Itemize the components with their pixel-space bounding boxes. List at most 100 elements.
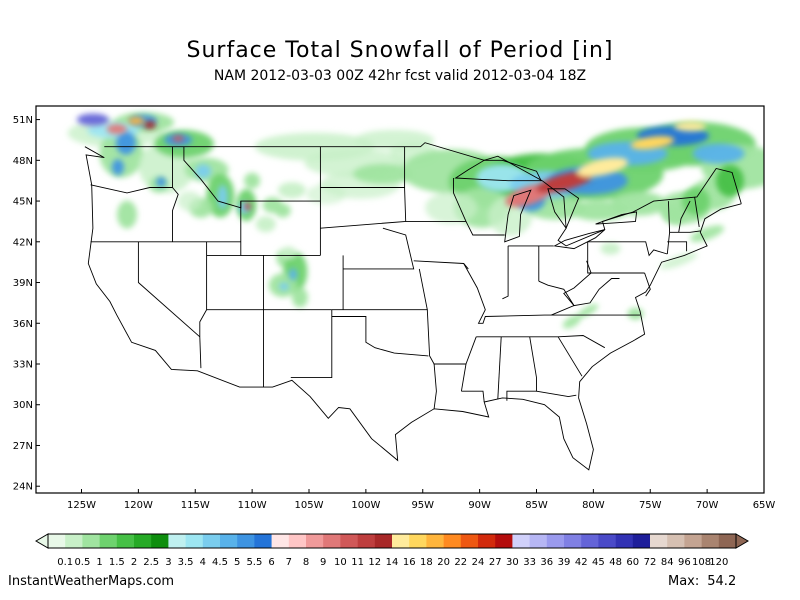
colorbar-swatch xyxy=(151,534,169,548)
colorbar-swatch xyxy=(632,534,651,548)
state-line xyxy=(538,280,575,316)
colorbar-swatch xyxy=(340,534,358,548)
lat-tick-label: 33N xyxy=(13,360,33,371)
colorbar-swatch xyxy=(323,534,341,548)
max-value: 54.2 xyxy=(707,574,737,589)
lon-tick-label: 115W xyxy=(181,500,210,511)
state-line xyxy=(405,220,505,236)
colorbar-label: 14 xyxy=(386,557,399,568)
state-line xyxy=(183,146,321,209)
colorbar-label: 84 xyxy=(661,557,674,568)
colorbar-swatch xyxy=(392,534,410,548)
state-line xyxy=(497,336,502,400)
colorbar-label: 2.5 xyxy=(143,557,159,568)
colorbar-swatch xyxy=(460,534,479,548)
colorbar-label: 33 xyxy=(523,557,536,568)
colorbar-swatch xyxy=(564,534,582,548)
state-line xyxy=(331,316,429,357)
colorbar-swatch xyxy=(99,534,118,548)
colorbar-label: 5.5 xyxy=(246,557,262,568)
lon-tick-label: 95W xyxy=(411,500,434,511)
colorbar-swatch xyxy=(220,534,238,548)
colorbar-label: 45 xyxy=(592,557,605,568)
colorbar-swatch xyxy=(667,534,685,548)
coastline xyxy=(84,146,742,471)
snow-area-appalachians xyxy=(562,225,725,329)
colorbar-swatch xyxy=(168,534,186,548)
colorbar-label: 16 xyxy=(403,557,416,568)
colorbar-label: 96 xyxy=(678,557,691,568)
colorbar-label: 60 xyxy=(626,557,639,568)
lon-tick-label: 105W xyxy=(295,500,324,511)
colorbar-label: 27 xyxy=(489,557,502,568)
colorbar-label: 2 xyxy=(131,557,137,568)
state-line xyxy=(694,196,700,227)
lon-tick-label: 120W xyxy=(124,500,153,511)
colorbar-label: 5 xyxy=(234,557,240,568)
lat-tick-label: 48N xyxy=(13,156,33,167)
state-line xyxy=(587,241,645,274)
lon-tick-label: 85W xyxy=(525,500,548,511)
max-readout: Max: 54.2 xyxy=(668,574,736,589)
lon-tick-label: 125W xyxy=(67,500,96,511)
state-line xyxy=(667,241,688,252)
lat-tick-label: 51N xyxy=(13,115,33,126)
colorbar-label: 0.5 xyxy=(74,557,90,568)
colorbar-swatch xyxy=(529,534,548,548)
state-line xyxy=(502,245,509,300)
colorbar-swatch xyxy=(443,534,462,548)
source-credit[interactable]: InstantWeatherMaps.com xyxy=(8,574,175,589)
colorbar-swatch xyxy=(288,534,307,548)
lon-tick-label: 65W xyxy=(753,500,776,511)
colorbar-high-arrow xyxy=(735,533,749,549)
colorbar-label: 39 xyxy=(558,557,571,568)
colorbar-label: 108 xyxy=(692,557,711,568)
snow-area-colorado-mid xyxy=(279,268,298,291)
lat-tick-label: 36N xyxy=(13,319,33,330)
colorbar-label: 24 xyxy=(472,557,485,568)
colorbar-label: 12 xyxy=(368,557,381,568)
state-line xyxy=(461,390,485,403)
colorbar-swatch xyxy=(65,534,83,548)
map-subtitle: NAM 2012-03-03 00Z 42hr fcst valid 2012-… xyxy=(213,68,587,84)
colorbar-label: 3.5 xyxy=(178,557,194,568)
colorbar-swatch xyxy=(374,534,393,548)
state-line xyxy=(557,336,583,377)
state-line xyxy=(172,146,179,242)
lat-tick-label: 39N xyxy=(13,278,33,289)
colorbar-swatch xyxy=(237,534,255,548)
colorbar-swatch xyxy=(426,534,444,548)
colorbar-swatch xyxy=(271,534,290,548)
colorbar-label: 8 xyxy=(303,557,309,568)
colorbar-swatch xyxy=(409,534,427,548)
lake-erie xyxy=(553,229,606,250)
colorbar-swatch xyxy=(650,534,668,548)
colorbar-swatch xyxy=(701,534,720,548)
colorbar-swatch xyxy=(202,534,221,548)
state-line xyxy=(678,200,691,233)
colorbar-label: 6 xyxy=(268,557,274,568)
colorbar-label: 20 xyxy=(437,557,450,568)
colorbar-outline xyxy=(47,533,737,549)
colorbar-label: 18 xyxy=(420,557,433,568)
lake-ontario xyxy=(595,211,638,225)
colorbar-swatch xyxy=(615,534,634,548)
colorbar-label: 4 xyxy=(200,557,206,568)
state-line xyxy=(536,390,577,398)
map-frame xyxy=(35,105,765,494)
lon-tick-label: 70W xyxy=(696,500,719,511)
colorbar-label: 7 xyxy=(286,557,292,568)
colorbar-swatch xyxy=(185,534,204,548)
lake-superior xyxy=(454,159,542,182)
state-line xyxy=(587,241,668,257)
colorbar-swatch xyxy=(357,534,376,548)
state-line xyxy=(644,272,651,297)
lat-tick-label: 27N xyxy=(13,441,33,452)
state-line xyxy=(669,230,701,233)
colorbar-swatch xyxy=(82,534,100,548)
lon-tick-label: 90W xyxy=(468,500,491,511)
colorbar-label: 30 xyxy=(506,557,519,568)
max-label: Max: xyxy=(668,574,700,589)
colorbar-swatch xyxy=(598,534,616,548)
